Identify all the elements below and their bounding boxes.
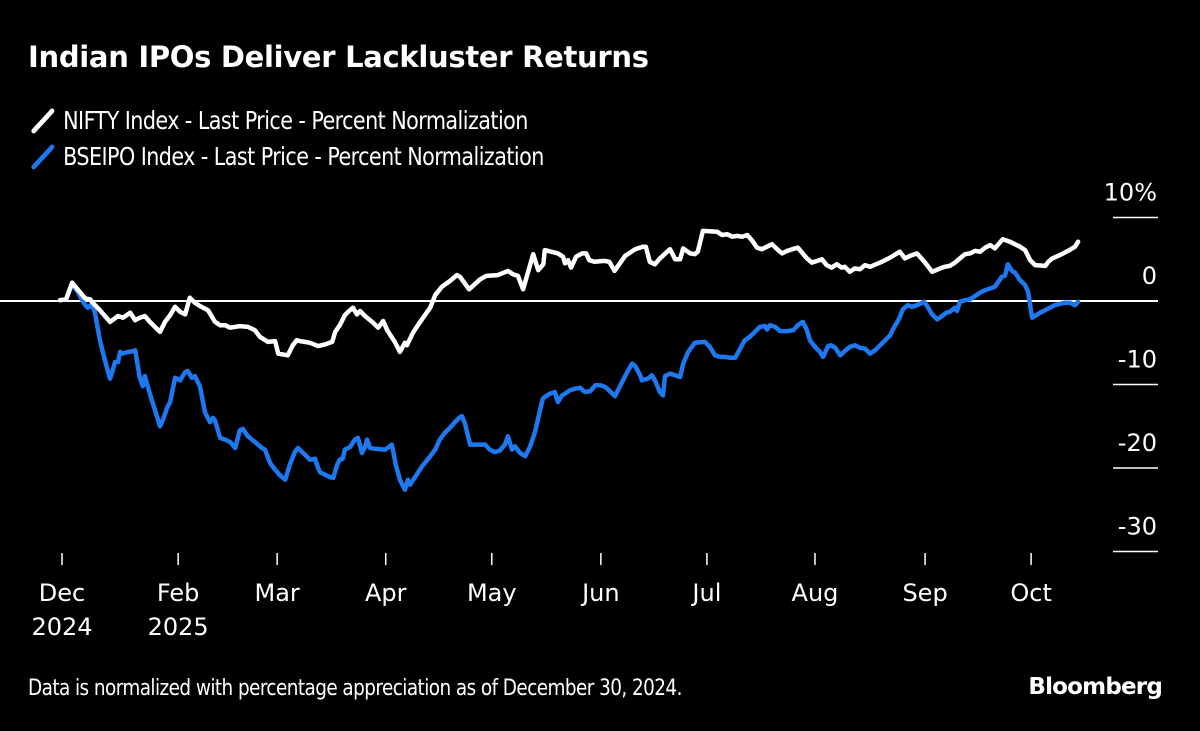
y-tick-label: -20 bbox=[1118, 429, 1157, 457]
legend-label-nifty: NIFTY Index - Last Price - Percent Norma… bbox=[63, 105, 528, 135]
x-axis: Dec 2024 Feb 2025 Mar Apr May Jun Jul Aug Sep Oct bbox=[31, 553, 1052, 641]
y-tick-label: 10% bbox=[1104, 179, 1157, 207]
y-tick-label: 0 bbox=[1142, 262, 1157, 290]
x-tick-label: Dec bbox=[39, 579, 85, 607]
x-tick-label: Apr bbox=[365, 579, 407, 607]
legend-item-bseipo: BSEIPO Index - Last Price - Percent Norm… bbox=[30, 138, 544, 174]
legend-swatch-bseipo-icon bbox=[31, 144, 55, 170]
legend-swatch-nifty-icon bbox=[31, 108, 55, 134]
bloomberg-logo: Bloomberg bbox=[1028, 674, 1162, 700]
legend: NIFTY Index - Last Price - Percent Norma… bbox=[30, 102, 588, 174]
x-tick-sublabel: 2025 bbox=[148, 613, 209, 641]
y-tick-label: -10 bbox=[1118, 346, 1157, 374]
chart-title: Indian IPOs Deliver Lackluster Returns bbox=[28, 40, 649, 74]
x-tick-label: Jul bbox=[690, 579, 721, 607]
y-axis: 10% 0 -10 -20 -30 bbox=[1104, 179, 1158, 553]
x-tick-sublabel: 2024 bbox=[31, 613, 92, 641]
series-line-bseipo bbox=[57, 262, 1081, 492]
series-group bbox=[57, 228, 1081, 492]
footnote: Data is normalized with percentage appre… bbox=[28, 676, 682, 701]
x-tick-label: May bbox=[467, 579, 517, 607]
y-tick-label: -30 bbox=[1118, 513, 1157, 541]
x-tick-label: Oct bbox=[1010, 579, 1052, 607]
series-line-nifty bbox=[57, 228, 1081, 358]
x-tick-label: Mar bbox=[255, 579, 300, 607]
x-tick-label: Feb bbox=[157, 579, 200, 607]
x-tick-label: Sep bbox=[902, 579, 947, 607]
x-tick-label: Jun bbox=[580, 579, 620, 607]
legend-item-nifty: NIFTY Index - Last Price - Percent Norma… bbox=[30, 102, 544, 138]
legend-label-bseipo: BSEIPO Index - Last Price - Percent Norm… bbox=[63, 141, 544, 171]
x-tick-label: Aug bbox=[792, 579, 839, 607]
